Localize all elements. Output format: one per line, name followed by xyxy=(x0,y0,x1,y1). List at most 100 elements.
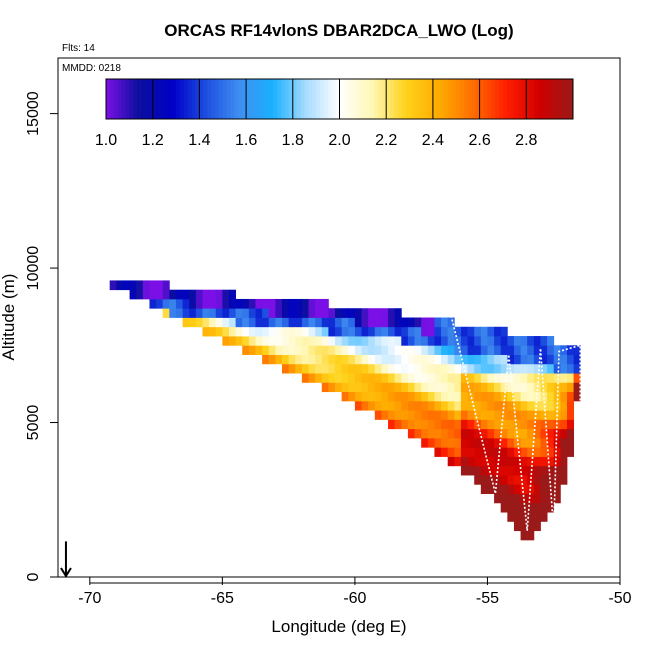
heatmap-cell xyxy=(308,354,316,365)
heatmap-cell xyxy=(494,410,502,420)
heatmap-cell xyxy=(407,336,415,346)
heatmap-cell xyxy=(414,354,422,365)
heatmap-cell xyxy=(348,317,356,328)
colorbar-segment xyxy=(386,79,391,119)
heatmap-cell xyxy=(447,419,455,430)
heatmap-cell xyxy=(500,475,508,485)
colorbar-segment xyxy=(144,79,150,119)
heatmap-cell xyxy=(560,363,568,374)
heatmap-cell xyxy=(368,326,376,337)
heatmap-cell xyxy=(441,336,449,346)
colorbar-segment xyxy=(483,79,488,119)
heatmap-cell xyxy=(189,289,197,300)
heatmap-cell xyxy=(447,326,455,337)
heatmap-cell xyxy=(268,298,276,309)
heatmap-cell xyxy=(394,317,402,328)
heatmap-cell xyxy=(540,493,548,504)
heatmap-cell xyxy=(288,354,296,365)
heatmap-cell xyxy=(381,326,389,337)
heatmap-cell xyxy=(215,317,223,328)
heatmap-cell xyxy=(262,345,270,355)
heatmap-cell xyxy=(255,336,263,346)
heatmap-cell xyxy=(527,391,535,402)
heatmap-cell xyxy=(527,382,535,393)
heatmap-cell xyxy=(540,502,548,513)
colorbar-segment xyxy=(164,79,169,119)
colorbar-segment xyxy=(265,79,270,119)
colorbar-segment xyxy=(553,79,558,119)
heatmap-cell xyxy=(341,363,349,374)
colorbar-segment xyxy=(218,79,224,119)
heatmap-cell xyxy=(447,447,455,457)
heatmap-cell xyxy=(474,475,482,485)
heatmap-cell xyxy=(513,410,521,420)
heatmap-cell xyxy=(335,345,343,355)
heatmap-cell xyxy=(553,447,561,457)
heatmap-cell xyxy=(487,410,495,420)
heatmap-cell xyxy=(460,354,468,365)
colorbar-segment xyxy=(327,79,333,119)
heatmap-cell xyxy=(202,308,210,318)
colorbar-segment xyxy=(526,79,531,119)
heatmap-cell xyxy=(394,410,402,420)
heatmap-cell xyxy=(414,345,422,355)
colorbar-segment xyxy=(323,79,329,119)
heatmap-cell xyxy=(520,428,528,439)
heatmap-cell xyxy=(222,326,230,337)
heatmap-cell xyxy=(122,280,130,291)
heatmap-cell xyxy=(513,493,521,504)
colorbar-segment xyxy=(452,79,457,119)
heatmap-cell xyxy=(407,400,415,411)
heatmap-cell xyxy=(487,382,495,393)
heatmap-cell xyxy=(341,345,349,355)
heatmap-cell xyxy=(301,326,309,337)
heatmap-cell xyxy=(262,326,270,337)
heatmap-cell xyxy=(335,354,343,365)
heatmap-cell xyxy=(388,308,396,318)
colorbar-segment xyxy=(339,79,344,119)
heatmap-cell xyxy=(301,298,309,309)
colorbar-segment xyxy=(168,79,173,119)
heatmap-cell xyxy=(480,373,488,383)
colorbar-segment xyxy=(401,79,407,119)
heatmap-cell xyxy=(414,410,422,420)
heatmap-cell xyxy=(374,373,382,383)
heatmap-cell xyxy=(540,437,548,448)
colorbar-segment xyxy=(421,79,426,119)
flights-note: Flts: 14 xyxy=(62,43,95,54)
heatmap-cell xyxy=(169,308,177,318)
heatmap-cell xyxy=(401,326,409,337)
heatmap-cell xyxy=(255,308,263,318)
heatmap-cell xyxy=(308,308,316,318)
heatmap-cell xyxy=(467,336,475,346)
heatmap-cell xyxy=(242,345,250,355)
heatmap-cell xyxy=(460,326,468,337)
heatmap-cell xyxy=(507,502,515,513)
colorbar-segment xyxy=(425,79,430,119)
x-tick-label: -50 xyxy=(608,590,631,607)
heatmap-cell xyxy=(520,493,528,504)
heatmap-cell xyxy=(288,336,296,346)
heatmap-cell xyxy=(394,400,402,411)
heatmap-cell xyxy=(354,354,362,365)
colorbar-segment xyxy=(191,79,197,119)
heatmap-cell xyxy=(348,336,356,346)
heatmap-cell xyxy=(474,326,482,337)
heatmap-cell xyxy=(500,354,508,365)
heatmap-cell xyxy=(447,456,455,467)
heatmap-cell xyxy=(427,437,435,448)
colorbar-segment xyxy=(211,79,216,119)
heatmap-cell xyxy=(421,391,429,402)
heatmap-cell xyxy=(480,484,488,494)
heatmap-cell xyxy=(335,363,343,374)
heatmap-cell xyxy=(560,447,568,457)
colorbar-segment xyxy=(214,79,220,119)
colorbar-segment xyxy=(530,79,535,119)
heatmap-cell xyxy=(414,382,422,393)
heatmap-cell xyxy=(308,373,316,383)
heatmap-cell xyxy=(527,363,535,374)
heatmap-cell xyxy=(533,354,541,365)
heatmap-cell xyxy=(434,428,442,439)
heatmap-cell xyxy=(467,410,475,420)
colorbar-segment xyxy=(106,79,111,119)
